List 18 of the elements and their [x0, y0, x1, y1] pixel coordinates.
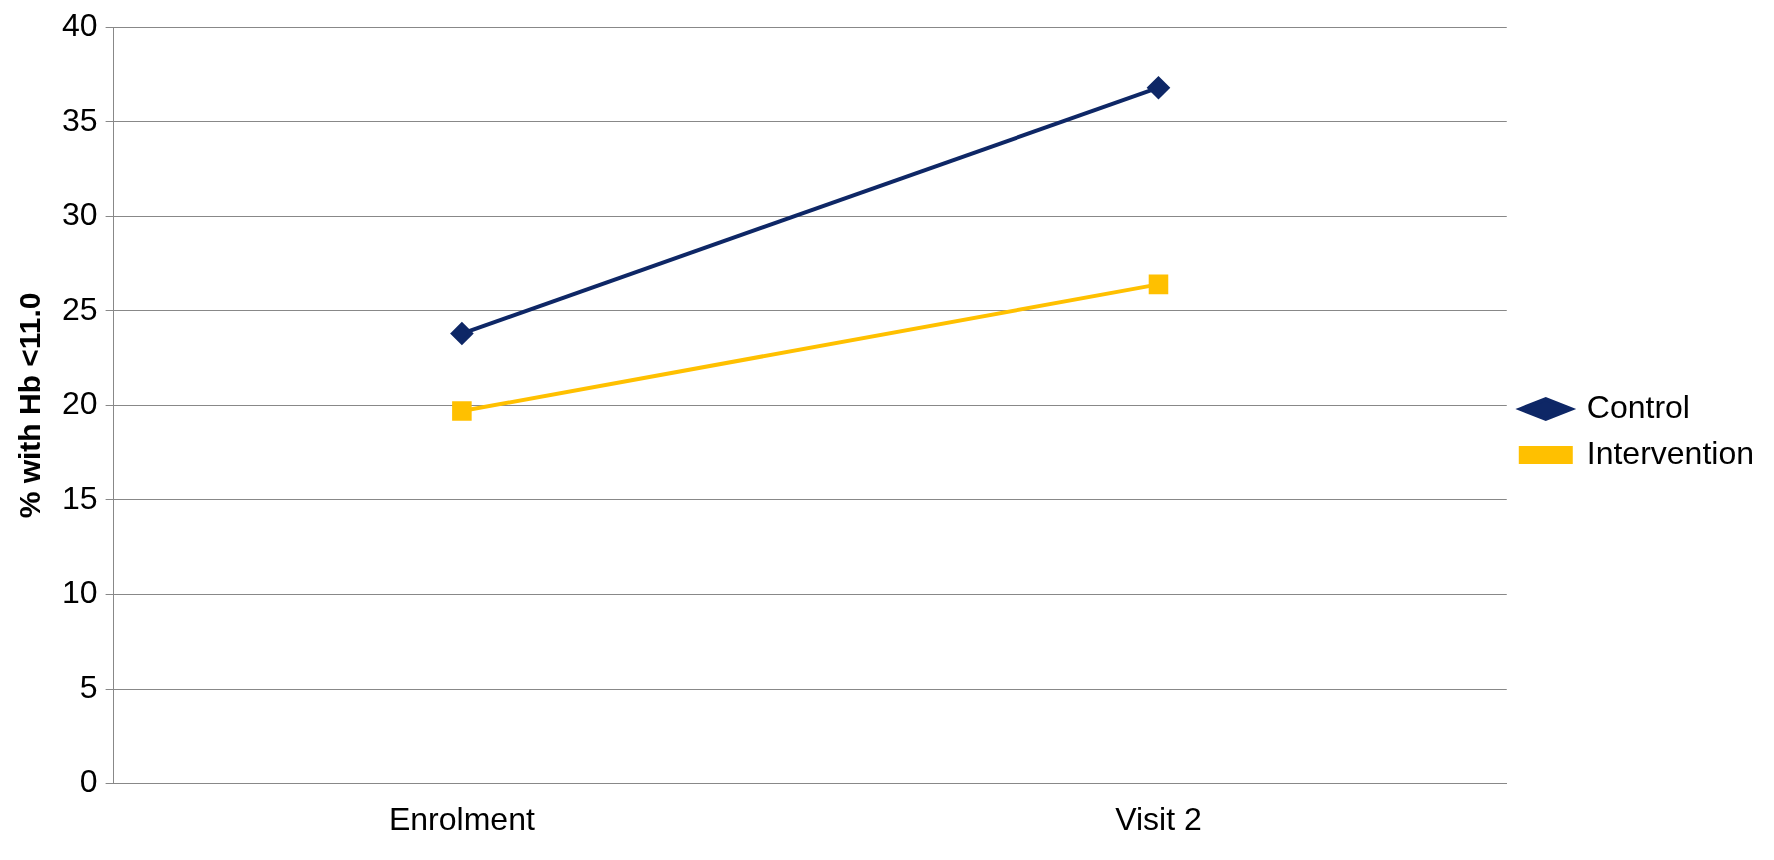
y-axis-title: % with Hb <11.0: [13, 292, 47, 519]
x-tick-label: Enrolment: [388, 800, 535, 837]
y-tick-label: 20: [62, 385, 98, 422]
legend-label: Control: [1586, 388, 1690, 425]
y-tick-label: 35: [62, 101, 98, 138]
legend-label: Intervention: [1586, 434, 1754, 471]
point: [1147, 76, 1170, 99]
y-tick-label: 5: [79, 668, 98, 705]
y-tick-label: 25: [62, 290, 98, 327]
y-tick-label: 0: [79, 763, 98, 800]
point: [452, 401, 472, 421]
y-tick-label: 40: [62, 7, 98, 44]
x-tick-label: Visit 2: [1115, 800, 1202, 837]
y-tick-label: 30: [62, 196, 98, 233]
point: [1148, 274, 1169, 295]
y-tick-label: 15: [62, 479, 98, 516]
y-tick-label: 10: [62, 574, 98, 611]
point: [450, 322, 473, 345]
